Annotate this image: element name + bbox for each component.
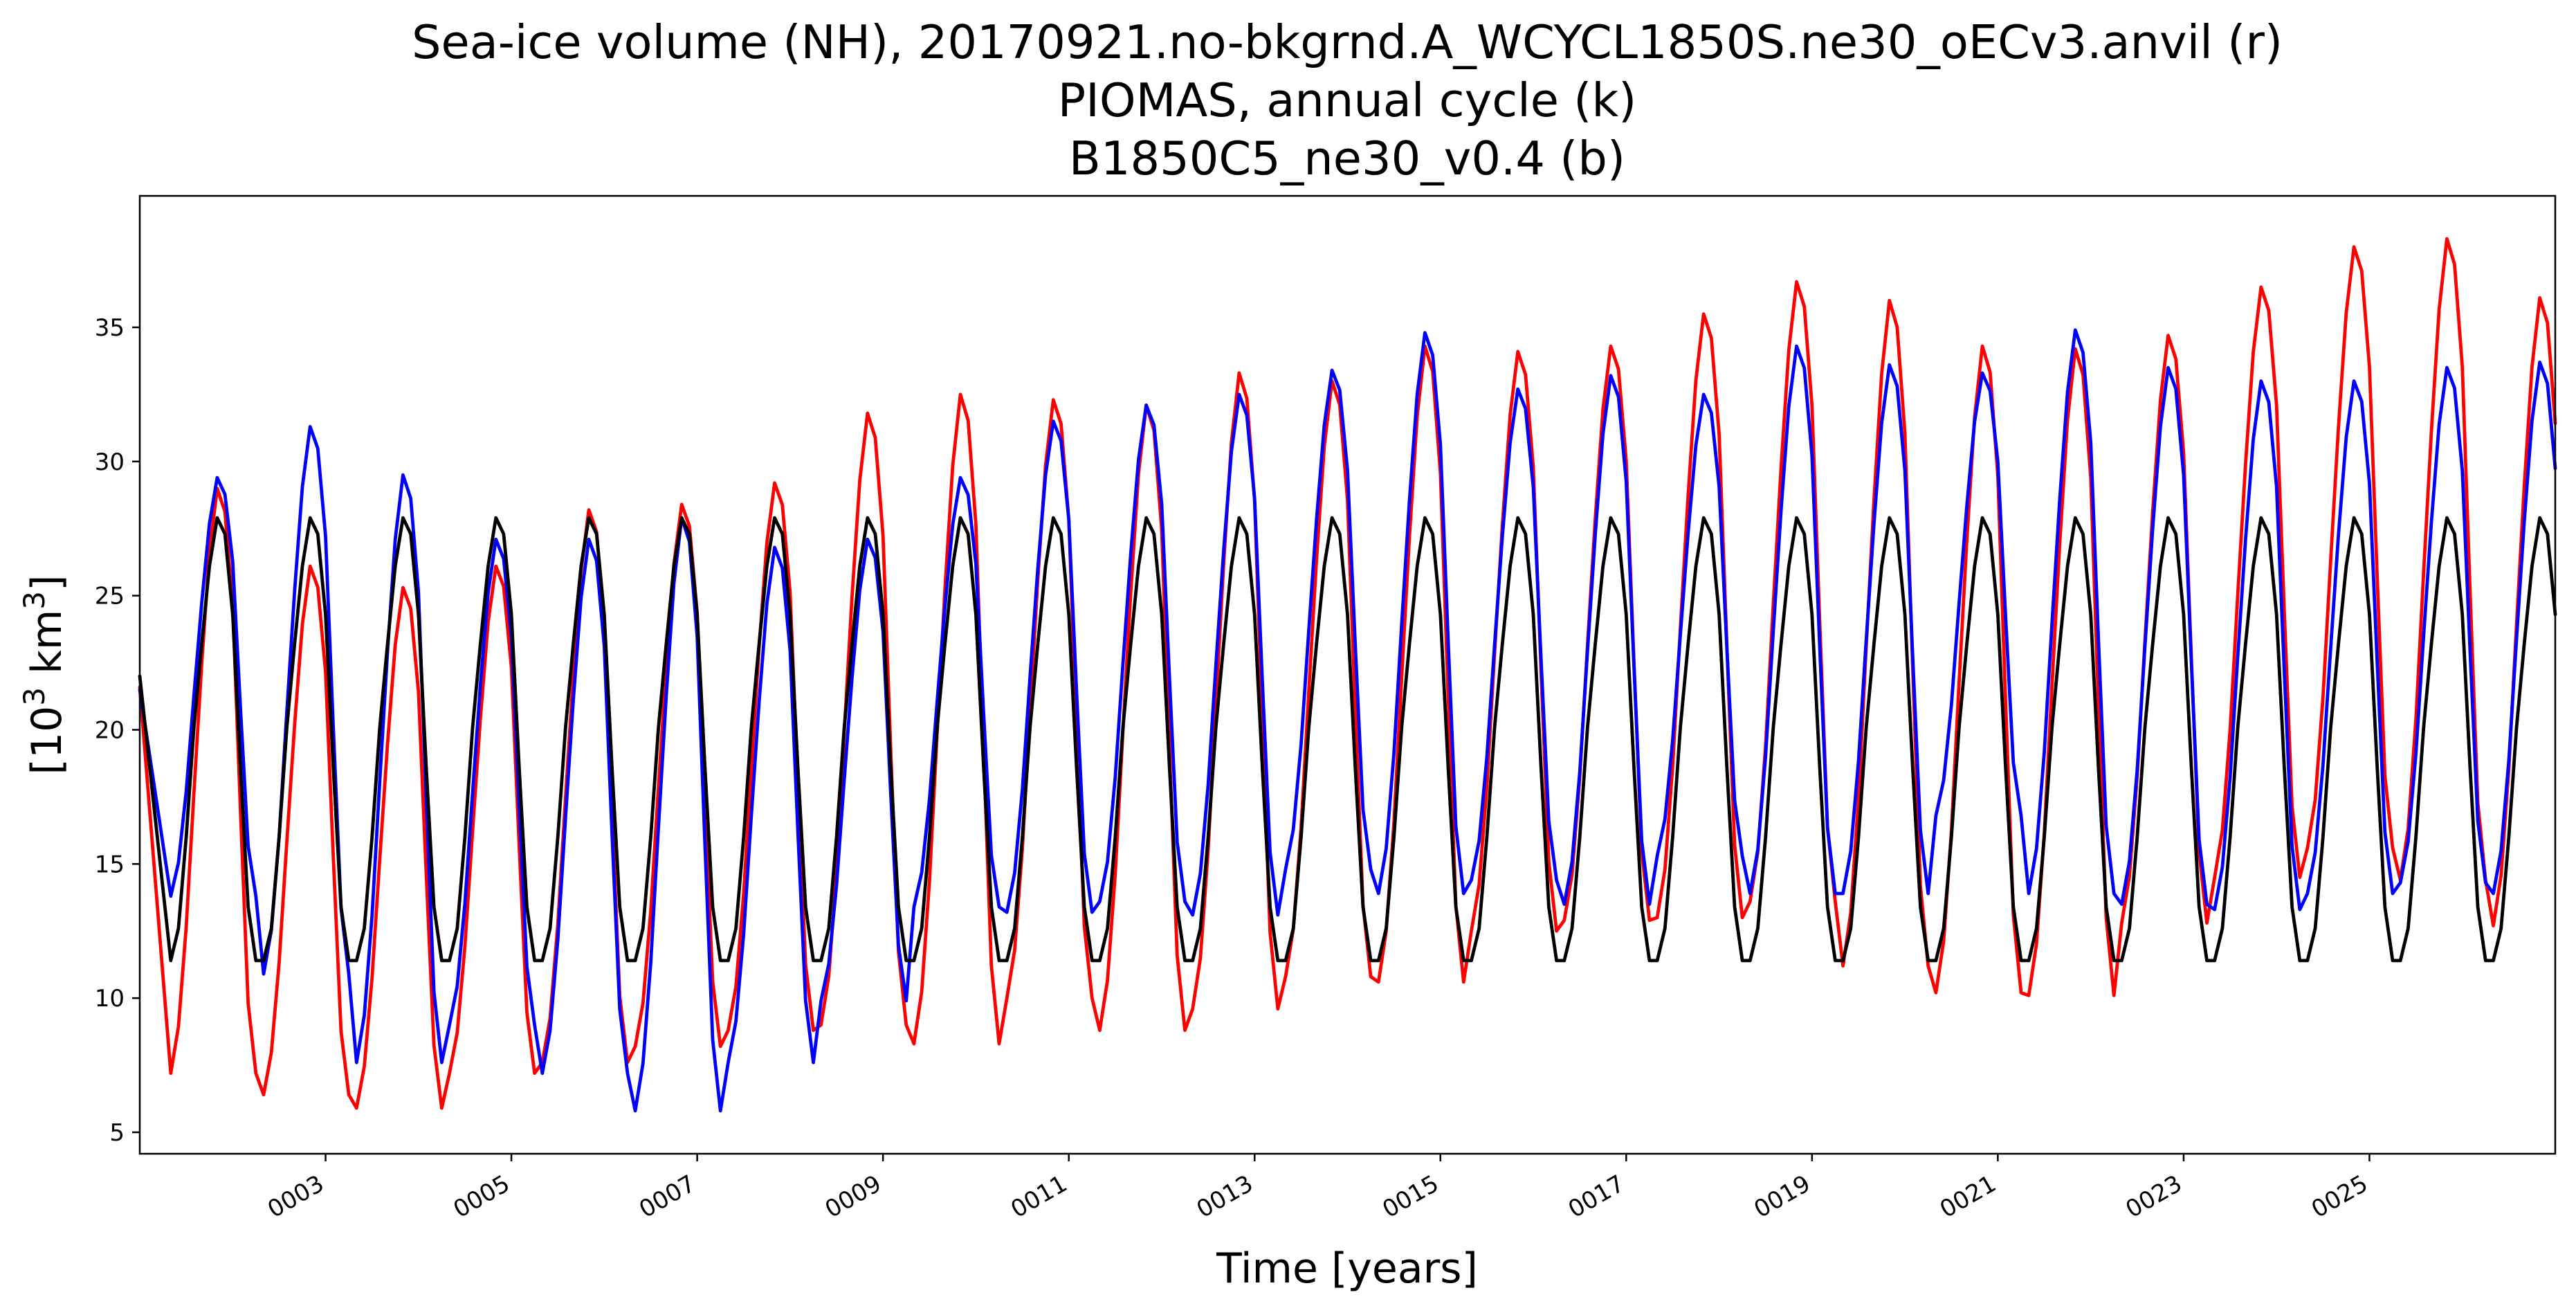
y-tick-label: 5 xyxy=(109,1119,125,1147)
title-line-2: PIOMAS, annual cycle (k) xyxy=(1058,73,1637,127)
y-tick-label: 15 xyxy=(95,851,125,878)
y-tick-label: 35 xyxy=(95,314,125,342)
y-tick-label: 25 xyxy=(95,583,125,610)
x-tick-label: 0025 xyxy=(2307,1170,2373,1224)
x-axis: 0003 0005 0007 0009 0011 0013 0015 0017 0019 0021… xyxy=(263,1154,2373,1224)
y-tick-label: 10 xyxy=(95,985,125,1013)
title-line-1: Sea-ice volume (NH), 20170921.no-bkgrnd.… xyxy=(412,15,2283,69)
x-tick-label: 0003 xyxy=(263,1170,329,1224)
y-axis-label-base: [10 xyxy=(23,706,71,775)
series-line-1 xyxy=(138,328,2557,1113)
x-tick-label: 0013 xyxy=(1192,1170,1258,1224)
y-tick-label: 30 xyxy=(95,448,125,476)
y-axis-label-end: ] xyxy=(23,575,71,591)
chart-title: Sea-ice volume (NH), 20170921.no-bkgrnd.… xyxy=(412,15,2283,185)
series-layer xyxy=(138,237,2557,1113)
x-axis-label: Time [years] xyxy=(1216,1244,1478,1293)
x-tick-label: 0011 xyxy=(1006,1170,1072,1224)
x-tick-label: 0023 xyxy=(2121,1170,2186,1224)
x-tick-label: 0009 xyxy=(821,1170,886,1224)
x-tick-label: 0019 xyxy=(1749,1170,1815,1224)
y-axis-label-sup1: 3 xyxy=(17,687,51,706)
x-tick-label: 0021 xyxy=(1935,1170,2001,1224)
x-tick-label: 0005 xyxy=(449,1170,515,1224)
title-line-3: B1850C5_ne30_v0.4 (b) xyxy=(1069,132,1625,185)
x-tick-label: 0007 xyxy=(634,1170,700,1224)
plot-frame xyxy=(138,194,2557,1155)
y-tick-label: 20 xyxy=(95,716,125,744)
y-axis-label-sup2: 3 xyxy=(17,591,51,610)
x-tick-label: 0015 xyxy=(1378,1170,1443,1224)
y-axis-label: [103 km3] xyxy=(17,575,72,775)
y-axis: 5 10 15 20 25 30 35 xyxy=(95,314,140,1147)
y-axis-label-mid: km xyxy=(23,610,71,687)
x-tick-label: 0017 xyxy=(1564,1170,1629,1224)
series-line-2 xyxy=(138,516,2557,963)
